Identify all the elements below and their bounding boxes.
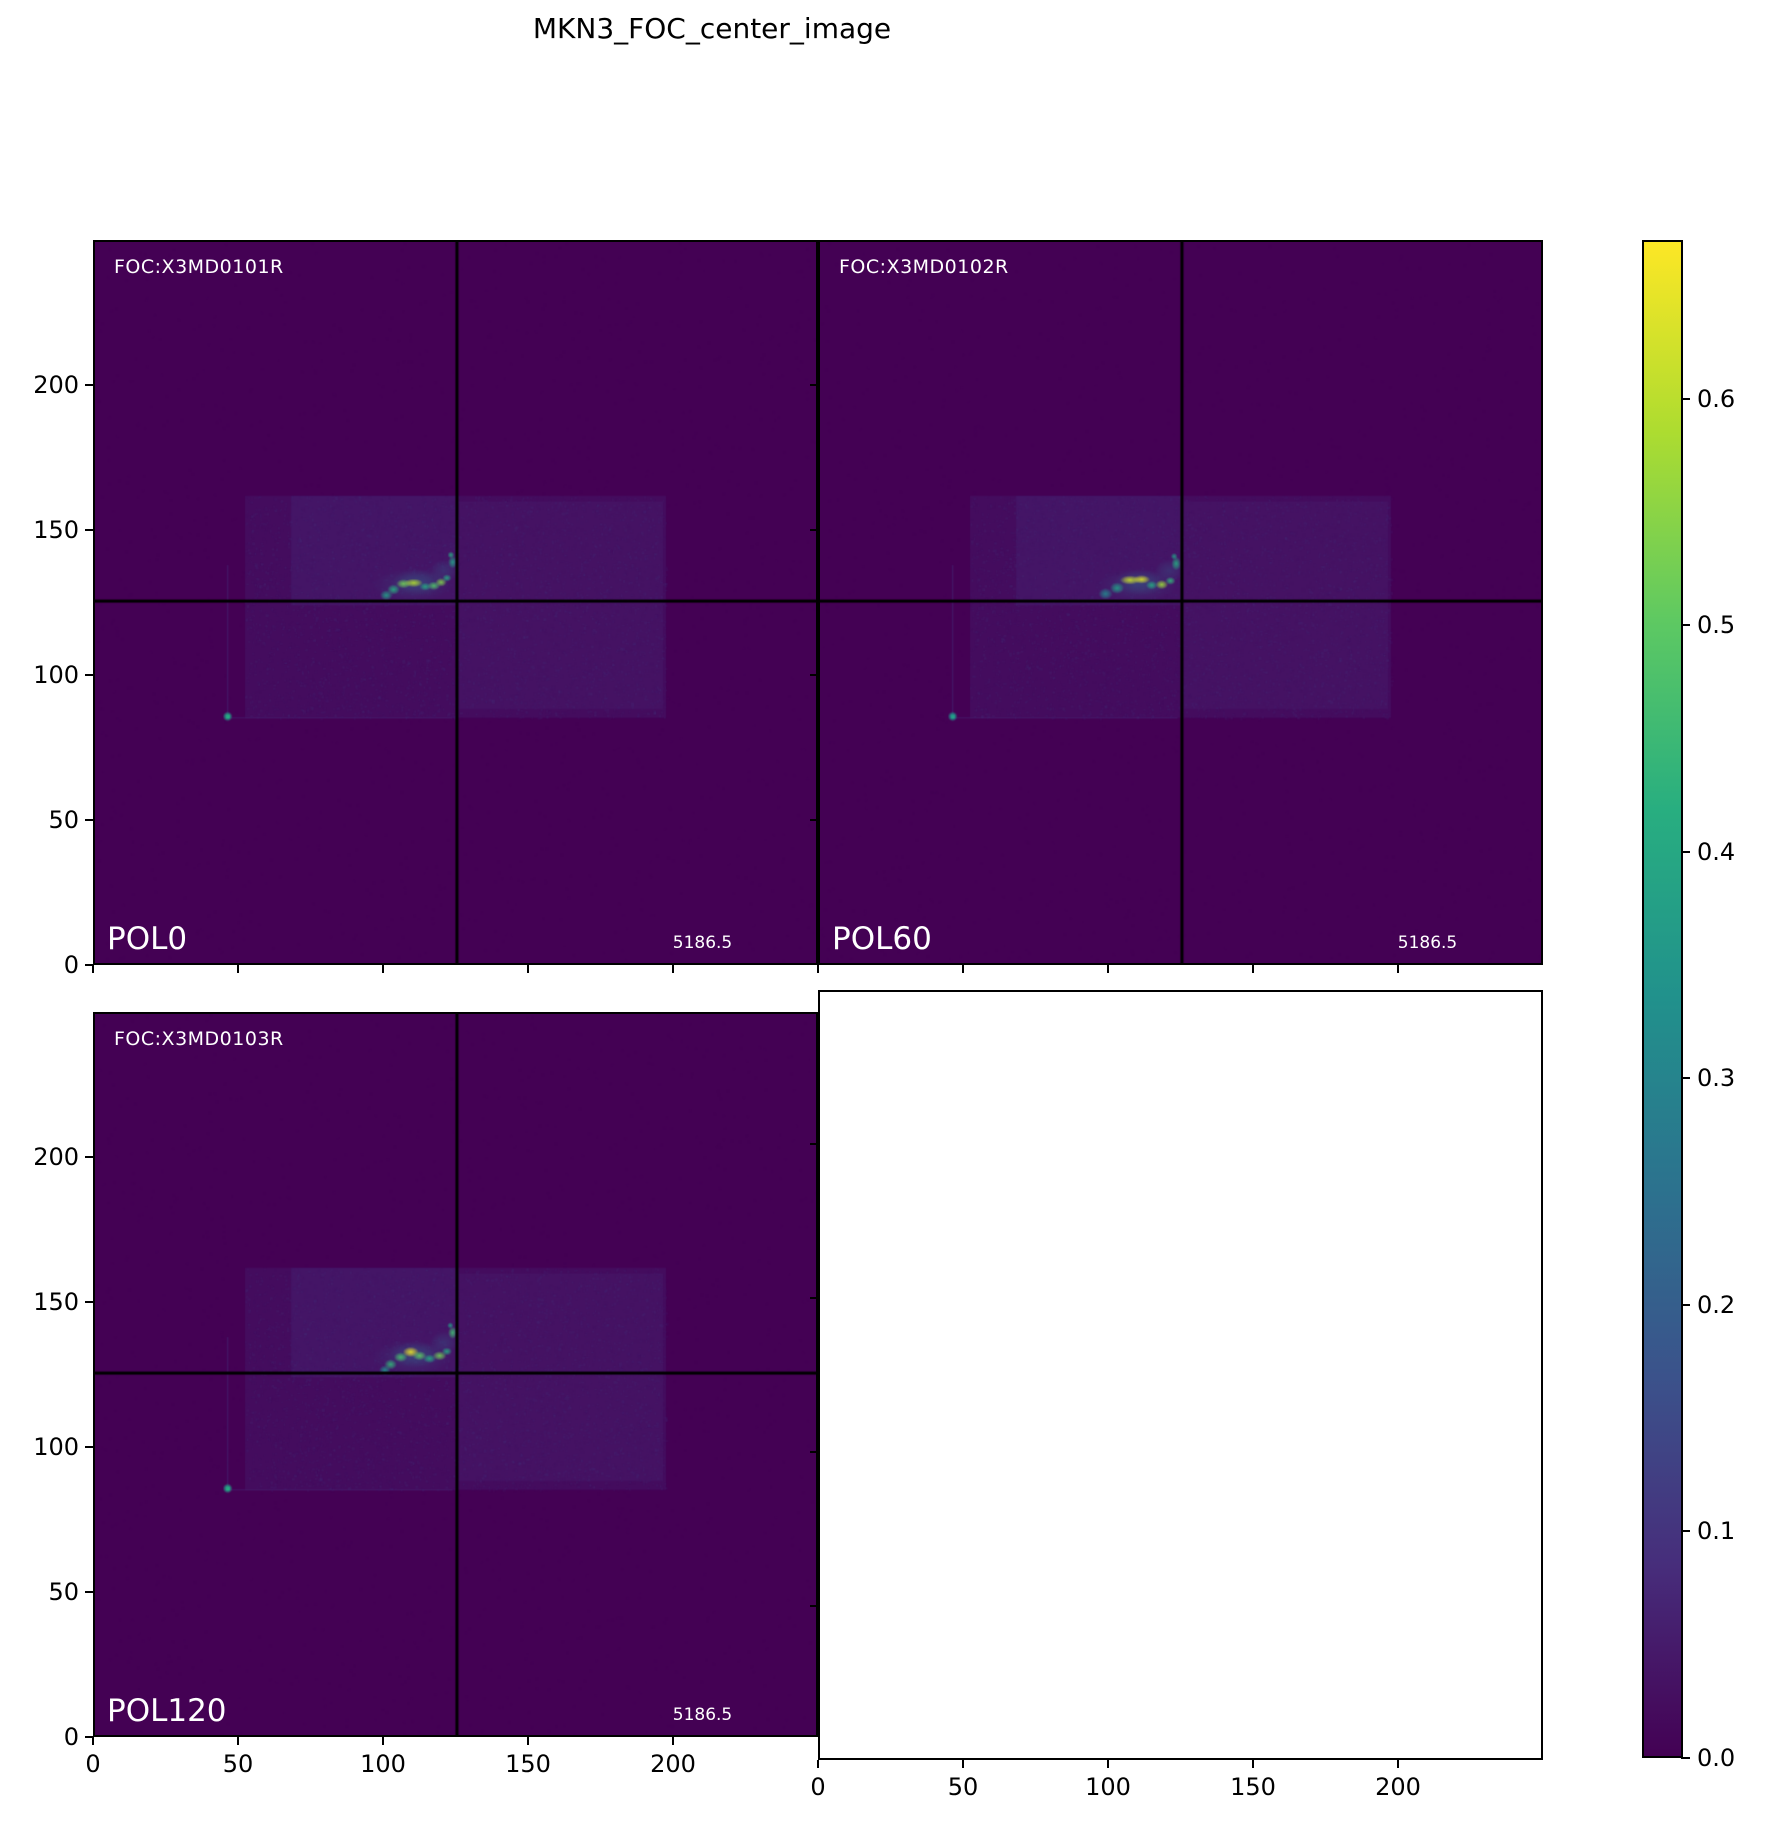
x-axis-tick xyxy=(1252,1760,1254,1768)
y-axis-tick xyxy=(810,384,818,386)
y-axis-tick xyxy=(810,1297,818,1299)
exposure-label: 5186.5 xyxy=(672,1705,733,1725)
x-axis-tick xyxy=(817,965,819,973)
y-tick-label: 0 xyxy=(63,1723,79,1751)
colorbar-tick-label: 0.3 xyxy=(1697,1064,1736,1093)
x-tick-label: 150 xyxy=(1230,1773,1276,1801)
colorbar-tick xyxy=(1681,1757,1690,1759)
heatmap-pol60 xyxy=(820,242,1541,963)
x-axis-tick xyxy=(962,965,964,973)
x-axis-tick xyxy=(1252,965,1254,973)
x-axis-tick xyxy=(382,965,384,973)
panel-empty xyxy=(818,990,1543,1760)
y-tick-label: 100 xyxy=(33,661,79,689)
polarizer-label: POL120 xyxy=(107,1693,227,1729)
polarizer-label: POL0 xyxy=(107,921,188,957)
colorbar-tick-label: 0.2 xyxy=(1697,1290,1736,1319)
x-tick-label: 0 xyxy=(85,1750,101,1778)
x-axis-tick xyxy=(1397,1760,1399,1768)
y-axis-tick xyxy=(810,1451,818,1453)
y-axis-tick xyxy=(85,674,93,676)
colorbar-tick xyxy=(1681,850,1690,853)
y-tick-label: 0 xyxy=(63,951,79,979)
panel-pol0: FOC:X3MD0101R POL0 5186.5 xyxy=(93,240,818,965)
colorbar-tick-label: 0.1 xyxy=(1697,1517,1736,1546)
colorbar-tick-label: 0.5 xyxy=(1697,611,1736,640)
exposure-label: 5186.5 xyxy=(1397,933,1458,953)
x-axis-tick xyxy=(672,965,674,973)
y-axis-tick xyxy=(810,1143,818,1145)
foc-id-label: FOC:X3MD0101R xyxy=(114,256,284,278)
panel-pol120: FOC:X3MD0103R POL120 5186.5 xyxy=(93,1012,818,1737)
foc-id-label: FOC:X3MD0102R xyxy=(839,256,1009,278)
colorbar-tick-label: 0.4 xyxy=(1697,837,1736,866)
y-axis-tick xyxy=(85,964,93,966)
x-axis-tick xyxy=(527,965,529,973)
y-axis-tick xyxy=(85,1156,93,1158)
y-axis-tick xyxy=(85,1736,93,1738)
colorbar-tick xyxy=(1681,1077,1690,1080)
x-axis-tick xyxy=(92,1737,94,1745)
x-axis-tick xyxy=(672,1737,674,1745)
heatmap-pol120 xyxy=(95,1014,816,1735)
y-axis-tick xyxy=(85,1591,93,1593)
panel-pol60: FOC:X3MD0102R POL60 5186.5 xyxy=(818,240,1543,965)
y-tick-label: 100 xyxy=(33,1433,79,1461)
foc-id-label: FOC:X3MD0103R xyxy=(114,1028,284,1050)
y-axis-tick xyxy=(810,529,818,531)
x-axis-tick xyxy=(237,965,239,973)
y-axis-tick xyxy=(85,384,93,386)
y-tick-label: 50 xyxy=(48,1578,79,1606)
y-axis-tick xyxy=(810,819,818,821)
y-axis-tick xyxy=(85,1446,93,1448)
y-axis-tick xyxy=(85,1301,93,1303)
polarizer-label: POL60 xyxy=(832,921,932,957)
colorbar-tick xyxy=(1681,1303,1690,1306)
x-axis-tick xyxy=(1107,965,1109,973)
x-axis-tick xyxy=(237,1737,239,1745)
x-tick-label: 50 xyxy=(222,1750,254,1778)
y-tick-label: 150 xyxy=(33,516,79,544)
y-tick-label: 200 xyxy=(33,1143,79,1171)
colorbar-tick-label: 0.0 xyxy=(1697,1744,1736,1772)
x-axis-tick xyxy=(382,1737,384,1745)
colorbar-tick-label: 0.6 xyxy=(1697,384,1736,413)
y-axis-tick xyxy=(810,1605,818,1607)
heatmap-pol0 xyxy=(95,242,816,963)
y-axis-tick xyxy=(810,674,818,676)
x-axis-tick xyxy=(1397,965,1399,973)
x-axis-tick xyxy=(962,1760,964,1768)
colorbar-tick xyxy=(1681,624,1690,627)
y-axis-tick xyxy=(85,529,93,531)
x-axis-tick xyxy=(527,1737,529,1745)
x-tick-label: 100 xyxy=(360,1750,406,1778)
exposure-label: 5186.5 xyxy=(672,933,733,953)
x-tick-label: 0 xyxy=(810,1773,826,1801)
colorbar-tick xyxy=(1681,397,1690,400)
x-tick-label: 150 xyxy=(505,1750,551,1778)
x-axis-tick xyxy=(1107,1760,1109,1768)
colorbar-tick xyxy=(1681,1530,1690,1533)
x-axis-tick xyxy=(817,1760,819,1768)
x-tick-label: 50 xyxy=(947,1773,979,1801)
x-tick-label: 200 xyxy=(1375,1773,1421,1801)
y-axis-tick xyxy=(85,819,93,821)
x-tick-label: 200 xyxy=(650,1750,696,1778)
y-tick-label: 50 xyxy=(48,806,79,834)
x-tick-label: 100 xyxy=(1085,1773,1131,1801)
figure-title: MKN3_FOC_center_image xyxy=(532,12,892,45)
colorbar xyxy=(1642,240,1683,1758)
y-tick-label: 200 xyxy=(33,371,79,399)
x-axis-tick xyxy=(92,965,94,973)
y-tick-label: 150 xyxy=(33,1288,79,1316)
